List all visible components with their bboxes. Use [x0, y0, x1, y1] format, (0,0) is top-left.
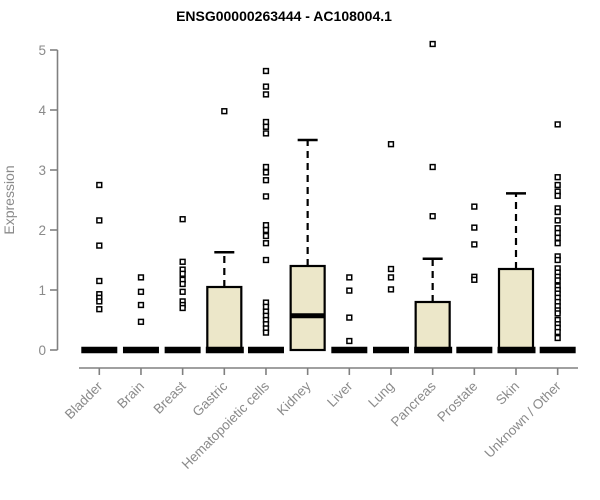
- outlier-point-lung: [387, 286, 395, 293]
- x-category-label-liver: Liver: [324, 378, 356, 410]
- outlier-point-pancreas: [429, 213, 436, 220]
- outlier-point-unknown-other: [554, 240, 561, 247]
- outlier-point-hematopoietic-cells: [262, 169, 270, 176]
- outlier-point-hematopoietic-cells: [262, 232, 270, 240]
- outlier-point-unknown-other: [554, 181, 561, 189]
- outlier-point-unknown-other: [554, 208, 561, 216]
- outlier-point-liver: [346, 337, 353, 345]
- outlier-point-bladder: [96, 181, 103, 189]
- collapsed-box-liver: [331, 346, 368, 354]
- y-tick-label: 4: [38, 103, 46, 118]
- outlier-point-prostate: [471, 224, 478, 231]
- outlier-point-lung: [387, 141, 395, 148]
- outlier-point-pancreas: [429, 163, 436, 171]
- outlier-point-hematopoietic-cells: [262, 240, 270, 247]
- collapsed-box-bladder: [81, 346, 118, 354]
- outlier-point-bladder: [96, 298, 103, 305]
- y-tick-label: 0: [38, 343, 46, 358]
- outlier-point-lung: [387, 265, 395, 273]
- outlier-point-liver: [346, 287, 353, 294]
- outlier-point-bladder: [96, 217, 103, 224]
- outlier-point-hematopoietic-cells: [262, 193, 270, 200]
- y-tick-label: 3: [38, 163, 46, 178]
- y-tick-label: 5: [38, 43, 46, 58]
- outlier-point-unknown-other: [554, 234, 561, 241]
- outlier-point-unknown-other: [554, 256, 561, 264]
- y-tick-label: 1: [38, 283, 46, 298]
- boxes-layer: [81, 40, 576, 354]
- outlier-point-hematopoietic-cells: [262, 163, 270, 171]
- outlier-point-prostate: [471, 203, 478, 210]
- outlier-point-breast: [179, 304, 186, 312]
- y-tick-label: 2: [38, 223, 46, 238]
- x-category-label-brain: Brain: [114, 379, 147, 412]
- outlier-point-hematopoietic-cells: [262, 67, 270, 75]
- outlier-point-unknown-other: [554, 310, 561, 317]
- median-line-gastric: [205, 346, 244, 354]
- outlier-point-bladder: [96, 277, 103, 285]
- outlier-point-hematopoietic-cells: [262, 123, 270, 130]
- box-kidney: [289, 264, 326, 352]
- box-skin: [497, 267, 535, 352]
- outlier-point-hematopoietic-cells: [262, 130, 270, 137]
- outlier-point-breast: [179, 216, 186, 223]
- outlier-point-unknown-other: [554, 174, 561, 181]
- x-category-label-bladder: Bladder: [62, 378, 106, 422]
- x-category-label-skin: Skin: [493, 379, 522, 408]
- outlier-point-brain: [137, 301, 145, 309]
- box-pancreas: [414, 300, 451, 352]
- x-category-label-pancreas: Pancreas: [388, 378, 439, 429]
- outlier-point-hematopoietic-cells: [262, 91, 270, 98]
- outlier-point-hematopoietic-cells: [262, 329, 270, 336]
- outlier-point-hematopoietic-cells: [262, 256, 270, 264]
- outlier-point-unknown-other: [554, 192, 561, 199]
- outlier-point-breast: [179, 288, 186, 295]
- x-category-label-unknown-other: Unknown / Other: [482, 378, 565, 461]
- collapsed-box-lung: [372, 346, 409, 354]
- box-gastric: [206, 285, 243, 352]
- outlier-point-breast: [179, 280, 186, 288]
- x-category-label-lung: Lung: [365, 379, 397, 411]
- collapsed-box-unknown-other: [539, 346, 576, 354]
- outlier-point-prostate: [471, 276, 478, 283]
- outlier-point-hematopoietic-cells: [262, 83, 270, 90]
- outlier-point-liver: [346, 314, 353, 321]
- outlier-point-hematopoietic-cells: [262, 226, 270, 234]
- outlier-point-liver: [346, 274, 353, 281]
- outlier-point-brain: [137, 288, 145, 295]
- outlier-point-gastric: [221, 108, 228, 115]
- collapsed-box-hematopoietic-cells: [247, 346, 284, 354]
- collapsed-box-prostate: [456, 346, 493, 354]
- collapsed-box-brain: [122, 346, 159, 354]
- y-axis-label: Expression: [1, 165, 17, 234]
- outlier-point-lung: [387, 274, 395, 281]
- chart-title: ENSG00000263444 - AC108004.1: [176, 8, 392, 24]
- outlier-point-breast: [179, 258, 186, 265]
- outlier-point-unknown-other: [554, 334, 561, 342]
- outlier-point-hematopoietic-cells: [262, 177, 270, 184]
- outlier-point-unknown-other: [554, 328, 561, 336]
- x-category-label-breast: Breast: [151, 378, 189, 416]
- outlier-point-unknown-other: [554, 121, 561, 128]
- x-category-label-prostate: Prostate: [434, 379, 480, 425]
- x-category-label-gastric: Gastric: [190, 378, 231, 419]
- collapsed-box-breast: [164, 346, 201, 354]
- x-category-label-kidney: Kidney: [274, 378, 314, 418]
- outlier-point-brain: [137, 318, 145, 325]
- outlier-point-brain: [137, 274, 145, 281]
- outlier-point-unknown-other: [554, 217, 561, 224]
- outlier-point-prostate: [471, 241, 478, 248]
- outlier-point-bladder: [96, 242, 103, 249]
- median-line-skin: [497, 346, 536, 354]
- median-line-pancreas: [414, 346, 453, 354]
- outlier-point-breast: [179, 270, 186, 277]
- outlier-point-unknown-other: [554, 277, 561, 284]
- outlier-point-pancreas: [429, 40, 436, 48]
- outlier-point-bladder: [96, 306, 103, 313]
